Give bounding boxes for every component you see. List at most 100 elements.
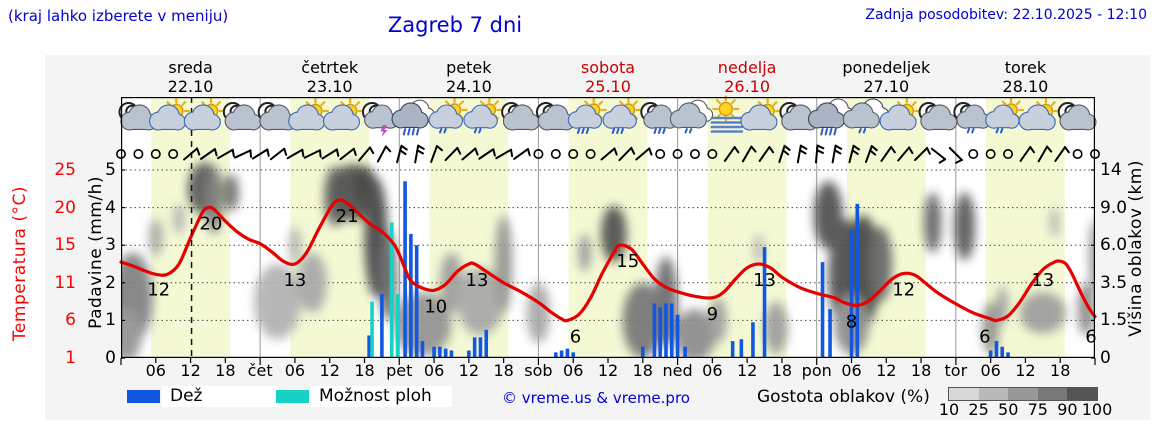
day-date: 28.10 [1002, 77, 1049, 96]
temperature-value-label: 6 [570, 326, 581, 347]
x-tick-label: ned [662, 361, 693, 380]
wind-barb-icon [200, 148, 218, 160]
wind-barb-icon [948, 146, 963, 164]
page-title: Zagreb 7 dni [387, 13, 523, 37]
weather-icon-sc [288, 97, 330, 131]
x-tick-label: 06 [702, 361, 723, 380]
rain-bar [559, 350, 564, 358]
weather-icon-mc [918, 102, 958, 131]
x-tick-label: 06 [423, 361, 445, 380]
weather-icon-cr [391, 99, 435, 136]
wind-calm-icon [707, 148, 718, 159]
precip-tick: 4 [105, 197, 116, 218]
cloud-blob [954, 192, 975, 261]
cloud-blob [601, 205, 627, 263]
day-name: ponedeljek [842, 58, 931, 77]
x-tick-label: 06 [284, 361, 306, 380]
temperature-value-label: 21 [336, 206, 359, 227]
day-name: nedelja [717, 58, 777, 77]
wind-barb-icon [216, 148, 235, 160]
wind-barb-icon [778, 144, 791, 164]
temperature-value-label: 6 [1085, 326, 1096, 347]
cloud-blob [579, 233, 591, 272]
precip-tick: 3 [105, 235, 116, 256]
cloud-blob [996, 286, 1009, 325]
cloud-scale-segment [1037, 388, 1068, 400]
wind-barb-icon [723, 146, 740, 162]
x-tick-label: 12 [876, 361, 897, 380]
temperature-value-label: 12 [892, 279, 915, 300]
wind-calm-icon [1003, 148, 1014, 159]
weather-icon-sf [710, 95, 744, 133]
wind-calm-icon [985, 148, 996, 159]
weather-icon-mcd [953, 102, 991, 134]
cloud-tick: 14 [1100, 160, 1122, 180]
rain-bar [449, 350, 454, 358]
cloud-blob [439, 252, 464, 313]
day-header: sreda 22.10 [168, 58, 214, 96]
rain-bar [675, 314, 680, 358]
weather-icon-scr [602, 96, 642, 134]
x-tick-label: 12 [319, 361, 340, 380]
wind-calm-icon [1072, 148, 1083, 159]
wind-barb-icon [1037, 145, 1053, 163]
rain-swatch [127, 390, 160, 403]
wind-calm-icon [168, 148, 179, 159]
temperature-value-label: 13 [283, 270, 306, 291]
chart-canvas: 12 20 13 21 10 13 6 15 9 13 8 12 6 13 6 [116, 95, 1100, 365]
wind-barb-icon [814, 144, 825, 164]
cloud-tick: 3.5 [1100, 272, 1128, 293]
wind-barb-icon [183, 147, 201, 161]
rain-bar [571, 352, 576, 358]
weather-icon-sc [740, 97, 782, 131]
temp-tick: 11 [54, 272, 76, 293]
wind-barb-icon [430, 145, 443, 163]
wind-barb-icon [495, 148, 514, 160]
wind-barb-icon [600, 147, 618, 161]
rain-bar [1006, 352, 1010, 358]
wind-barb-icon [414, 144, 425, 164]
weather-icon-ccd [842, 98, 890, 134]
day-date: 22.10 [167, 77, 214, 96]
credit-link[interactable]: © vreme.us & vreme.pro [502, 389, 690, 407]
wind-barb-icon [396, 144, 408, 164]
cloud-blob [709, 297, 727, 343]
x-tick-label: 12 [458, 361, 480, 380]
weather-icon-sc [183, 97, 225, 131]
temp-tick: 25 [54, 160, 76, 180]
temp-tick: 6 [65, 310, 76, 331]
rain-bar [652, 303, 657, 358]
rain-bar [828, 309, 832, 358]
wind-barb-icon [303, 149, 322, 159]
temperature-value-label: 12 [147, 279, 170, 300]
cloud-scale-label: 50 [998, 400, 1019, 419]
day-date: 24.10 [445, 77, 492, 96]
cloud-blob [754, 233, 764, 264]
rain-legend-label: Dež [162, 386, 278, 407]
rain-bar [443, 348, 448, 358]
day-header: sobota 25.10 [581, 58, 635, 96]
wind-barb-icon [339, 147, 357, 161]
day-header: ponedeljek 27.10 [842, 58, 930, 96]
weather-icon-cd [669, 99, 714, 134]
wind-calm-icon [672, 148, 683, 159]
wind-barb-icon [635, 147, 653, 161]
day-header: petek 24.10 [446, 58, 492, 96]
weather-icon-mc [222, 102, 262, 131]
precip-tick: 2 [105, 272, 116, 293]
wind-barb-icon [848, 144, 860, 164]
cloud-legend-label: Gostota oblakov (%) [757, 387, 930, 407]
weather-icon-scd [428, 96, 468, 134]
precip-tick: 1 [105, 310, 116, 331]
wind-calm-icon [150, 148, 161, 159]
cloud-blob [1089, 219, 1094, 294]
rain-bar [855, 203, 860, 358]
temperature-value-label: 13 [1031, 270, 1054, 291]
temp-axis-label: Temperatura (°C) [10, 186, 30, 342]
wind-barb-icon [758, 146, 775, 162]
rain-bar [484, 329, 489, 358]
rain-bar [751, 322, 755, 358]
wind-barb-icon [930, 147, 947, 164]
day-date: 27.10 [863, 77, 910, 96]
wind-calm-icon [585, 148, 596, 159]
